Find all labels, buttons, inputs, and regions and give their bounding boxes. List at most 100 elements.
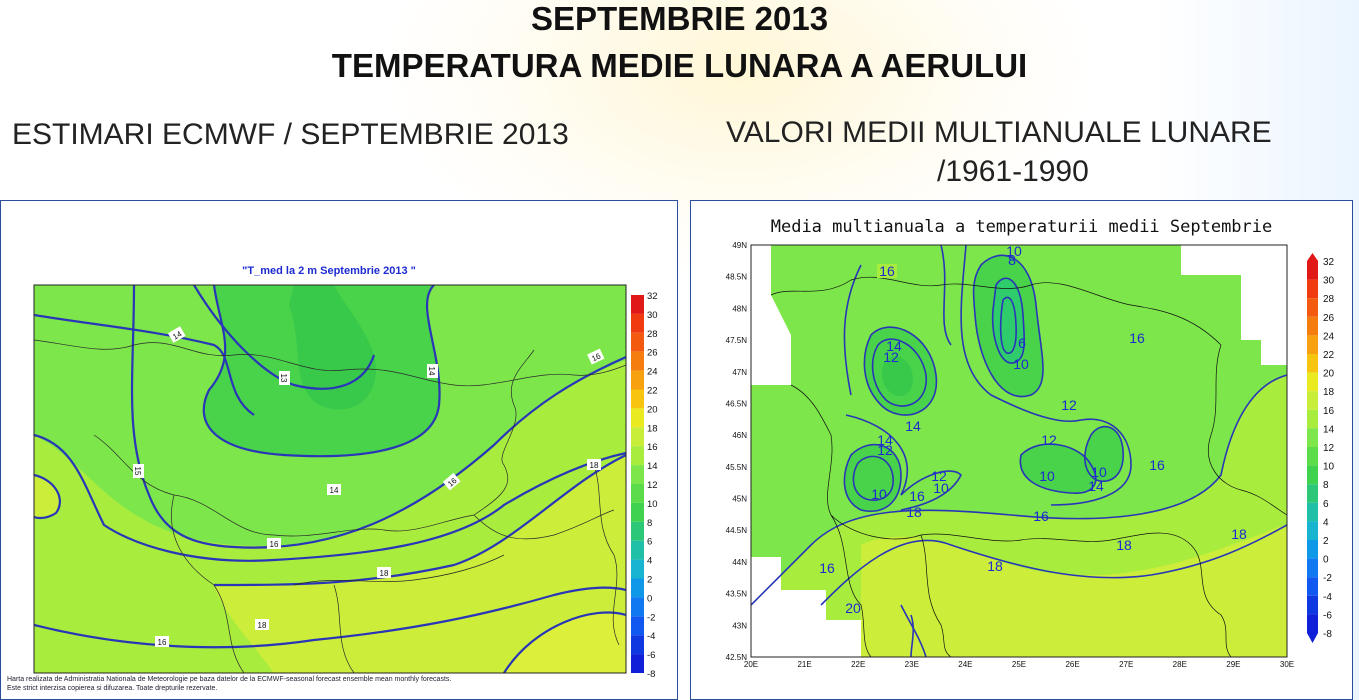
scale-swatch <box>1307 335 1318 354</box>
scale-label: 26 <box>1323 313 1335 324</box>
scale-swatch <box>631 427 644 447</box>
contour-label: 16 <box>909 488 925 504</box>
scale-label: -8 <box>1323 629 1332 640</box>
scale-swatch <box>631 446 644 466</box>
scale-label: 16 <box>1323 406 1335 417</box>
scale-label: 24 <box>1323 331 1335 342</box>
lat-tick-label: 47N <box>732 368 747 377</box>
scale-swatch <box>1307 521 1318 540</box>
contour-label: 10 <box>1091 464 1107 480</box>
scale-swatch <box>631 559 644 579</box>
scale-swatch <box>631 597 644 617</box>
contour-label: 16 <box>590 351 602 363</box>
contour-label: 18 <box>1231 526 1247 542</box>
right-heading-line1: VALORI MEDII MULTIANUALE LUNARE <box>726 116 1272 149</box>
scale-label: 30 <box>1323 276 1335 287</box>
scale-label: 22 <box>647 386 658 397</box>
contour-label: 10 <box>1006 243 1022 259</box>
scale-label: -6 <box>1323 610 1332 621</box>
contour-label: 10 <box>933 480 949 496</box>
scale-swatch <box>631 295 644 314</box>
scale-label: 14 <box>1323 424 1335 435</box>
contour-label: 16 <box>819 560 835 576</box>
scale-swatch <box>631 635 644 655</box>
scale-label: 22 <box>1323 350 1335 361</box>
scale-swatch <box>631 351 644 371</box>
scale-label: 30 <box>647 310 658 321</box>
ecmwf-map-title: "T_med la 2 m Septembrie 2013 " <box>242 265 416 277</box>
scale-swatch <box>631 465 644 484</box>
scale-label: 24 <box>647 367 658 378</box>
scale-label: 8 <box>1323 480 1329 491</box>
contour-label: 18 <box>987 558 1003 574</box>
scale-label: 8 <box>647 518 652 529</box>
scale-label: 32 <box>1323 257 1335 268</box>
lat-tick-label: 43.5N <box>726 590 748 599</box>
scale-swatch <box>1307 372 1318 392</box>
scale-swatch <box>1307 614 1318 633</box>
scale-swatch <box>1307 428 1318 447</box>
lat-tick-label: 45N <box>732 495 747 504</box>
contour-label: 10 <box>1013 356 1029 372</box>
scale-swatch <box>631 521 644 541</box>
lon-tick-label: 21E <box>797 660 811 669</box>
scale-swatch <box>631 370 644 390</box>
lon-tick-label: 27E <box>1119 660 1133 669</box>
scale-label: 12 <box>1323 443 1335 454</box>
contour-label: 18 <box>906 504 922 520</box>
zone-12-14-r-4 <box>1020 444 1096 494</box>
scale-swatch <box>631 313 644 333</box>
lat-tick-label: 45.5N <box>726 463 748 472</box>
lat-tick-label: 44N <box>732 558 747 567</box>
scale-swatch <box>1307 558 1318 578</box>
scale-swatch <box>631 616 644 636</box>
contour-label: 15 <box>133 467 142 476</box>
scale-swatch <box>1307 484 1318 503</box>
scale-swatch <box>1307 354 1318 373</box>
lon-tick-label: 29E <box>1226 660 1240 669</box>
lat-tick-label: 42.5N <box>726 653 748 662</box>
scale-arrow-down <box>1307 633 1318 643</box>
scale-label: 20 <box>1323 369 1335 380</box>
scale-swatch <box>1307 447 1318 466</box>
contour-label: 12 <box>877 442 893 458</box>
scale-swatch <box>631 540 644 560</box>
contour-label: 18 <box>590 461 599 470</box>
scale-swatch <box>1307 465 1318 485</box>
page-title-line2: TEMPERATURA MEDIE LUNARA A AERULUI <box>331 47 1028 84</box>
contour-label: 10 <box>871 486 887 502</box>
footer-line1: Harta realizata de Administratia Nationa… <box>7 676 452 683</box>
contour-label: 16 <box>270 540 279 549</box>
scale-swatch <box>1307 279 1318 299</box>
climatology-map: 16 10 8 16 14 12 6 10 12 14 14 12 12 10 … <box>750 243 1288 658</box>
footer-line2: Este strict interzisa copierea si difuza… <box>7 685 218 692</box>
scale-swatch <box>1307 409 1318 429</box>
scale-label: 16 <box>647 442 658 453</box>
scale-swatch <box>631 484 644 503</box>
scale-label: -6 <box>647 650 655 661</box>
contour-label: 6 <box>1018 335 1026 351</box>
lon-tick-label: 22E <box>851 660 865 669</box>
scale-arrow-up <box>1307 253 1318 261</box>
scale-label: 14 <box>647 461 658 472</box>
scale-label: 0 <box>647 593 652 604</box>
scale-swatch <box>1307 298 1318 317</box>
scale-swatch <box>631 654 644 673</box>
right-heading-line2: /1961-1990 <box>937 155 1089 188</box>
lat-tick-label: 49N <box>732 241 747 250</box>
scale-swatch <box>631 408 644 428</box>
lon-tick-label: 28E <box>1173 660 1187 669</box>
ecmwf-map-footer: Harta realizata de Administratia Nationa… <box>7 675 451 693</box>
ecmwf-map-panel: "T_med la 2 m Septembrie 2013 " <box>0 200 678 700</box>
scale-swatch <box>631 332 644 352</box>
lon-tick-label: 25E <box>1012 660 1026 669</box>
scale-swatch <box>1307 577 1318 596</box>
lat-tick-label: 46N <box>732 431 747 440</box>
contour-label: 16 <box>1033 508 1049 524</box>
contour-label: 16 <box>158 638 167 647</box>
lat-tick-label: 44.5N <box>726 526 748 535</box>
scale-label: 28 <box>647 329 658 340</box>
scale-label: 26 <box>647 348 658 359</box>
scale-label: 4 <box>1323 517 1329 528</box>
